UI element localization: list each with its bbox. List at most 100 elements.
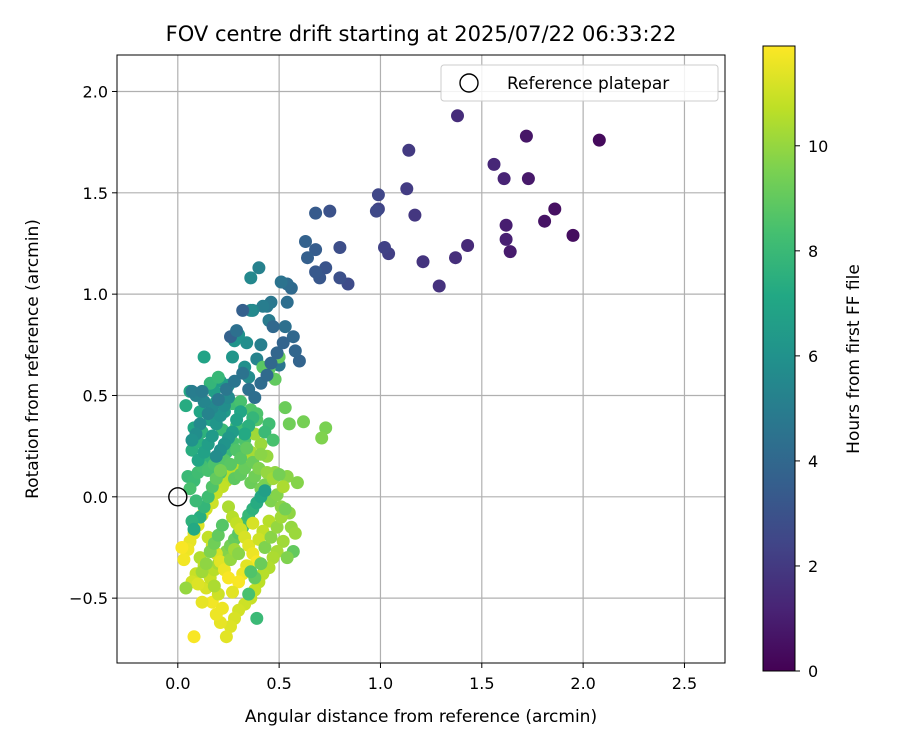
y-axis-label: Rotation from reference (arcmin) — [23, 219, 43, 499]
scatter-point — [266, 433, 280, 447]
x-tick-label: 0.0 — [165, 674, 190, 693]
scatter-point — [222, 571, 235, 585]
y-tick-label: 0.5 — [83, 386, 108, 405]
scatter-point — [280, 551, 294, 565]
legend-marker-icon — [459, 73, 479, 93]
y-tick-label: −0.5 — [69, 589, 108, 608]
y-tick-label: 0.0 — [83, 488, 108, 507]
scatter-point — [238, 427, 252, 441]
scatter-point — [416, 255, 430, 269]
plot-frame — [116, 54, 726, 664]
scatter-point — [299, 235, 312, 248]
legend-entry-reference-platepar: Reference platepar — [507, 74, 669, 94]
scatter-point — [400, 182, 414, 196]
scatter-point — [297, 415, 310, 429]
scatter-point — [183, 482, 197, 496]
scatter-point — [189, 494, 203, 508]
scatter-point — [260, 368, 274, 382]
scatter-point — [497, 172, 511, 186]
x-tick-label: 2.0 — [570, 674, 595, 693]
scatter-point — [276, 534, 290, 548]
x-axis-label: Angular distance from reference (arcmin) — [245, 707, 597, 727]
x-tick-label: 2.5 — [672, 674, 697, 693]
scatter-point — [234, 395, 248, 409]
scatter-point — [451, 109, 464, 123]
scatter-point — [592, 133, 606, 147]
legend: Reference platepar — [440, 64, 719, 102]
scatter-point — [240, 336, 254, 350]
y-tick-label: 2.0 — [83, 82, 108, 101]
colorbar-gradient — [762, 45, 796, 672]
scatter-point — [278, 320, 292, 334]
scatter-point — [402, 143, 416, 157]
scatter-point — [378, 241, 391, 254]
scatter-point — [230, 324, 244, 338]
scatter-point — [369, 204, 383, 218]
scatter-point — [219, 382, 233, 396]
x-axis: 0.0 0.5 1.0 1.5 2.0 2.5 — [165, 663, 697, 693]
scatter-point — [258, 541, 272, 554]
scatter-point — [211, 370, 225, 384]
scatter-point — [177, 553, 191, 567]
reference-platepar-marker — [168, 487, 188, 507]
scatter-points — [175, 109, 606, 644]
x-tick-label: 1.5 — [469, 674, 494, 693]
scatter-point — [266, 551, 280, 565]
scatter-point — [211, 393, 225, 406]
scatter-point — [193, 417, 207, 431]
scatter-point — [264, 356, 278, 370]
scatter-point — [236, 303, 250, 317]
scatter-point — [309, 206, 323, 220]
colorbar: 0 2 4 6 8 10 Hours from first FF file — [762, 45, 864, 681]
scatter-point — [246, 516, 260, 530]
scatter-point — [215, 518, 229, 532]
scatter-point — [254, 557, 268, 571]
scatter-point — [179, 581, 193, 595]
scatter-point — [195, 384, 209, 398]
legend-box — [440, 64, 719, 102]
scatter-point — [201, 407, 215, 421]
scatter-point — [292, 354, 306, 368]
scatter-point — [301, 251, 314, 265]
scatter-point — [175, 541, 189, 554]
x-tick-label: 1.0 — [368, 674, 393, 693]
scatter-point — [566, 228, 580, 242]
scatter-point — [309, 265, 323, 279]
scatter-point — [219, 630, 233, 644]
scatter-point — [408, 208, 422, 222]
scatter-point — [224, 620, 237, 633]
scatter-point — [213, 464, 227, 477]
scatter-point — [201, 490, 215, 504]
colorbar-tick-label: 6 — [808, 347, 818, 366]
y-tick-label: 1.5 — [83, 184, 108, 203]
scatter-point — [191, 577, 205, 591]
scatter-point — [254, 437, 268, 451]
scatter-point — [432, 279, 446, 293]
scatter-point — [244, 271, 258, 285]
scatter-point — [499, 232, 513, 246]
scatter-point — [254, 447, 268, 461]
scatter-point — [521, 172, 535, 186]
scatter-point — [197, 350, 211, 364]
scatter-point — [242, 587, 256, 601]
colorbar-label: Hours from first FF file — [844, 264, 864, 454]
scatter-point — [232, 547, 246, 561]
scatter-point — [187, 630, 201, 644]
scatter-point — [499, 218, 513, 232]
scatter-point — [288, 526, 302, 540]
y-axis: −0.5 0.0 0.5 1.0 1.5 2.0 — [69, 82, 117, 608]
scatter-point — [290, 476, 304, 490]
scatter-point — [236, 366, 250, 380]
scatter-point — [232, 575, 246, 589]
colorbar-tick-label: 2 — [808, 557, 818, 576]
scatter-point — [211, 528, 225, 542]
scatter-point — [226, 350, 239, 364]
scatter-point — [371, 188, 385, 202]
scatter-point — [209, 449, 223, 463]
scatter-point — [185, 384, 199, 398]
scatter-point — [244, 565, 258, 579]
scatter-point — [224, 457, 237, 471]
colorbar-tick-label: 10 — [808, 137, 828, 156]
scatter-point — [258, 425, 272, 439]
